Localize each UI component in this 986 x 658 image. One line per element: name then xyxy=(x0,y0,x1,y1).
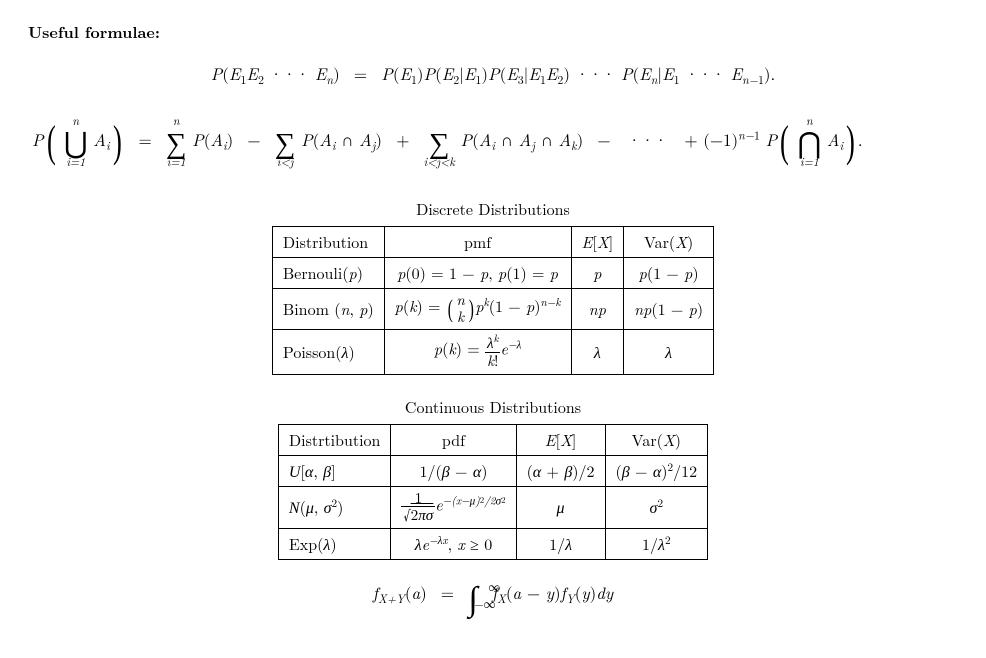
col-header: E[X] xyxy=(516,424,605,455)
dist-pdf: 1/(β − α) xyxy=(391,455,516,486)
dist-pdf: 1√2πσe−(x−μ)2/2σ2 xyxy=(391,486,516,528)
col-header: E[X] xyxy=(571,226,624,257)
col-header: Distrtibution xyxy=(278,424,391,455)
col-header: Var(X) xyxy=(624,226,714,257)
dist-name: Binom (n, p) xyxy=(272,288,384,329)
table-row: U[α, β] 1/(β − α) (α + β)/2 (β − α)2/12 xyxy=(278,455,707,486)
dist-pdf: λe−λx, x ≥ 0 xyxy=(391,529,516,560)
col-header: pdf xyxy=(391,424,516,455)
dist-name: U[α, β] xyxy=(278,455,391,486)
dist-var: (β − α)2/12 xyxy=(605,455,708,486)
dist-name: N(μ, σ2) xyxy=(278,486,391,528)
formula-convolution: fX+Y(a) = ∫ ∞ −∞ fX(a − y)fY(y)dy xyxy=(28,580,958,610)
dist-pmf: p(k) = (nk)pk(1 − p)n−k xyxy=(384,288,571,329)
discrete-title: Discrete Distributions xyxy=(28,197,958,220)
dist-mean: μ xyxy=(516,486,605,528)
table-row: N(μ, σ2) 1√2πσe−(x−μ)2/2σ2 μ σ2 xyxy=(278,486,707,528)
table-row: Distrtibution pdf E[X] Var(X) xyxy=(278,424,707,455)
table-row: Poisson(λ) p(k) = λkk!e−λ λ λ xyxy=(272,330,713,374)
col-header: Var(X) xyxy=(605,424,708,455)
dist-var: np(1 − p) xyxy=(624,288,714,329)
table-row: Distribution pmf E[X] Var(X) xyxy=(272,226,713,257)
dist-mean: (α + β)/2 xyxy=(516,455,605,486)
dist-var: σ2 xyxy=(605,486,708,528)
table-row: Exp(λ) λe−λx, x ≥ 0 1/λ 1/λ2 xyxy=(278,529,707,560)
discrete-table: Distribution pmf E[X] Var(X) Bernouli(p)… xyxy=(272,226,714,375)
dist-mean: np xyxy=(571,288,624,329)
table-row: Binom (n, p) p(k) = (nk)pk(1 − p)n−k np … xyxy=(272,288,713,329)
dist-mean: λ xyxy=(571,330,624,374)
col-header: pmf xyxy=(384,226,571,257)
dist-name: Poisson(λ) xyxy=(272,330,384,374)
continuous-title: Continuous Distributions xyxy=(28,395,958,418)
dist-var: λ xyxy=(624,330,714,374)
continuous-table: Distrtibution pdf E[X] Var(X) U[α, β] 1/… xyxy=(278,424,708,561)
section-heading: Useful formulae: xyxy=(28,20,958,43)
dist-mean: p xyxy=(571,257,624,288)
dist-name: Bernouli(p) xyxy=(272,257,384,288)
dist-var: p(1 − p) xyxy=(624,257,714,288)
dist-var: 1/λ2 xyxy=(605,529,708,560)
formula-chain-rule: P(E1E2 ··· En) = P(E1)P(E2|E1)P(E3|E1E2)… xyxy=(28,61,958,88)
col-header: Distribution xyxy=(272,226,384,257)
dist-pmf: p(k) = λkk!e−λ xyxy=(384,330,571,374)
dist-mean: 1/λ xyxy=(516,529,605,560)
table-row: Bernouli(p) p(0) = 1 − p, p(1) = p p p(1… xyxy=(272,257,713,288)
dist-name: Exp(λ) xyxy=(278,529,391,560)
dist-pmf: p(0) = 1 − p, p(1) = p xyxy=(384,257,571,288)
formula-inclusion-exclusion: P( n⋃i=1 Ai) = n∑i=1 P(Ai) − ∑i<j P(Ai ∩… xyxy=(32,116,954,169)
